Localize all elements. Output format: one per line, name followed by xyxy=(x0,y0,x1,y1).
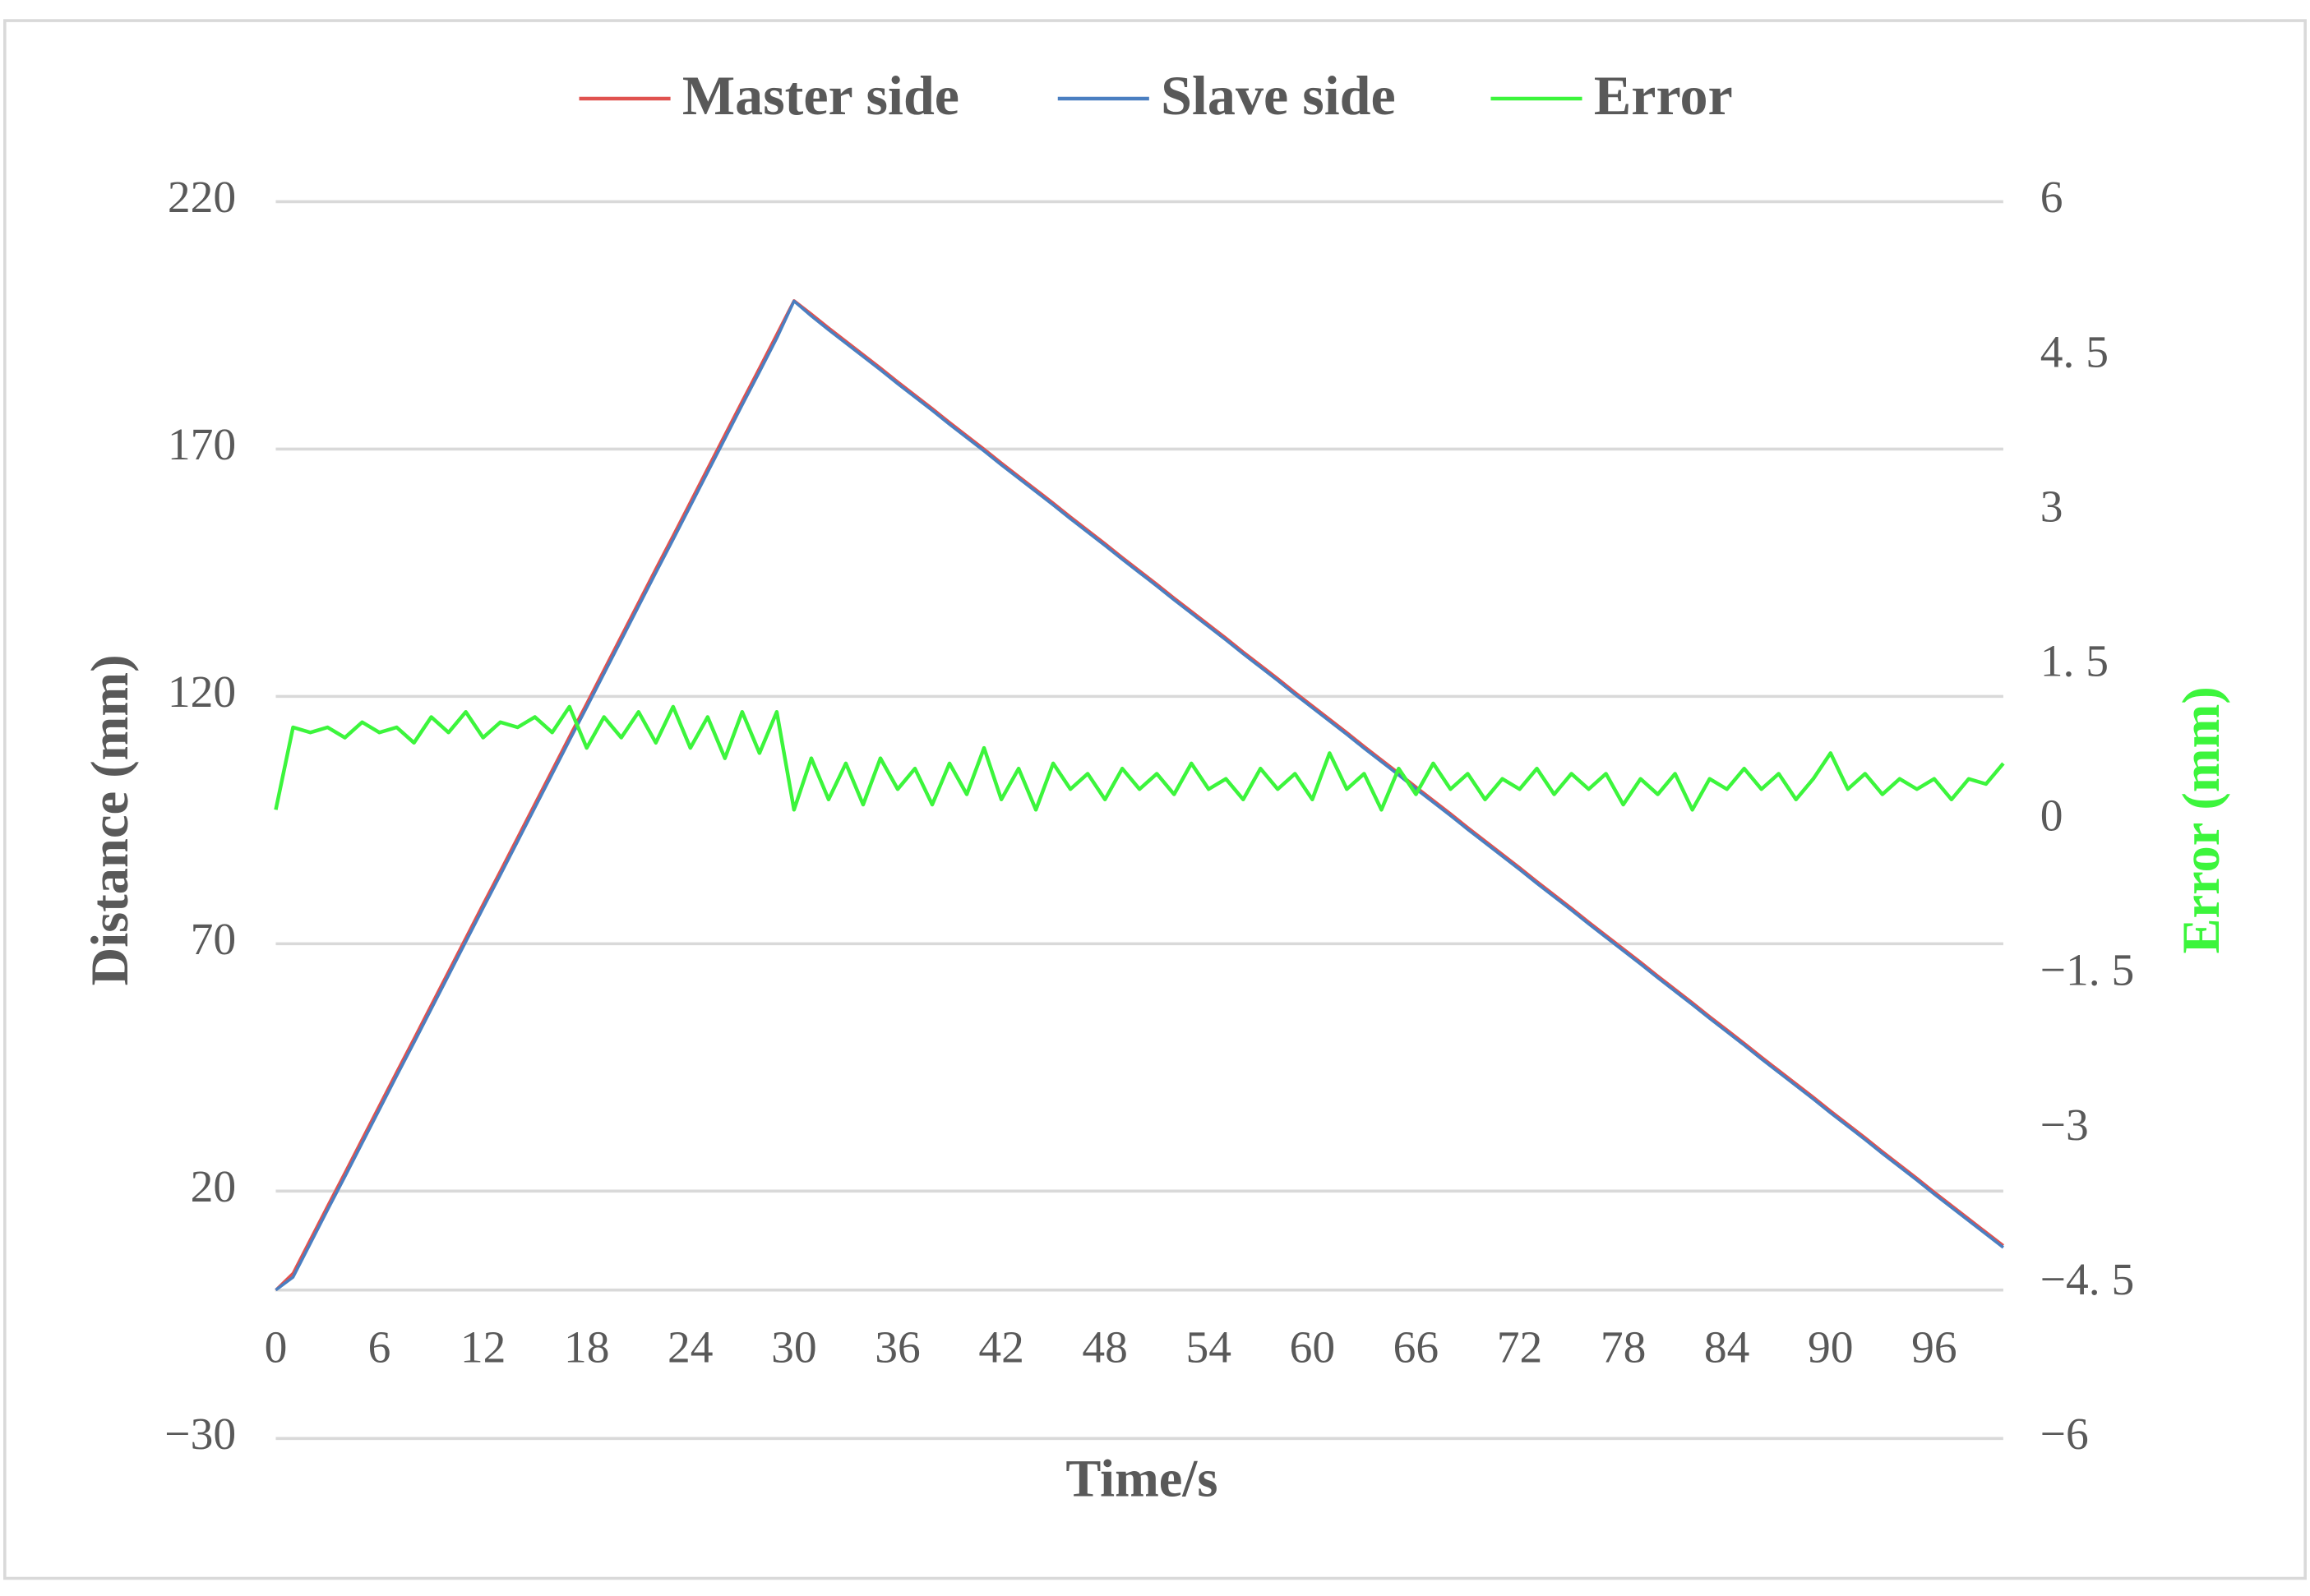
legend-label: Slave side xyxy=(1161,64,1396,127)
y2-tick-label: 1. 5 xyxy=(2040,637,2109,687)
y-tick-label: 70 xyxy=(191,915,237,965)
x-tick-label: 18 xyxy=(564,1323,610,1373)
series-line xyxy=(275,299,2005,1292)
series-line xyxy=(274,704,2005,812)
x-tick-label: 0 xyxy=(265,1323,288,1373)
x-tick-label: 30 xyxy=(771,1323,817,1373)
x-tick-label: 72 xyxy=(1497,1323,1543,1373)
x-tick-label: 84 xyxy=(1704,1323,1750,1373)
series-line xyxy=(275,299,2005,1292)
y-tick-label: 220 xyxy=(168,173,236,223)
y2-tick-label: −4. 5 xyxy=(2040,1255,2135,1305)
x-tick-label: 6 xyxy=(368,1323,391,1373)
chart-border xyxy=(3,19,2307,1580)
y-tick-label: 170 xyxy=(168,420,236,470)
y-tick-label: 20 xyxy=(191,1162,237,1212)
x-tick-label: 78 xyxy=(1601,1323,1647,1373)
y-tick-label: 120 xyxy=(168,667,236,717)
legend-label: Error xyxy=(1594,64,1733,127)
y2-tick-label: 0 xyxy=(2040,791,2063,842)
x-tick-label: 96 xyxy=(1911,1323,1957,1373)
y2-tick-label: −1. 5 xyxy=(2040,946,2135,996)
y2-axis-title: Error (mm) xyxy=(2172,686,2230,953)
x-tick-label: 66 xyxy=(1393,1323,1439,1373)
y2-tick-label: 3 xyxy=(2040,482,2063,532)
x-axis-title: Time/s xyxy=(1065,1450,1217,1508)
legend-label: Master side xyxy=(682,64,959,127)
y2-tick-label: −3 xyxy=(2040,1100,2089,1151)
y2-tick-label: −6 xyxy=(2040,1409,2089,1460)
x-tick-label: 24 xyxy=(668,1323,714,1373)
x-tick-label: 90 xyxy=(1808,1323,1854,1373)
y-axis-title: Distance (mm) xyxy=(81,654,139,985)
x-tick-label: 60 xyxy=(1290,1323,1336,1373)
x-tick-label: 36 xyxy=(875,1323,921,1373)
x-tick-label: 48 xyxy=(1082,1323,1128,1373)
x-tick-label: 54 xyxy=(1185,1323,1231,1373)
y-tick-label: −30 xyxy=(164,1409,236,1460)
x-tick-label: 42 xyxy=(978,1323,1024,1373)
y2-tick-label: 4. 5 xyxy=(2040,327,2109,377)
x-tick-label: 12 xyxy=(460,1323,506,1373)
y2-tick-label: 6 xyxy=(2040,173,2063,223)
